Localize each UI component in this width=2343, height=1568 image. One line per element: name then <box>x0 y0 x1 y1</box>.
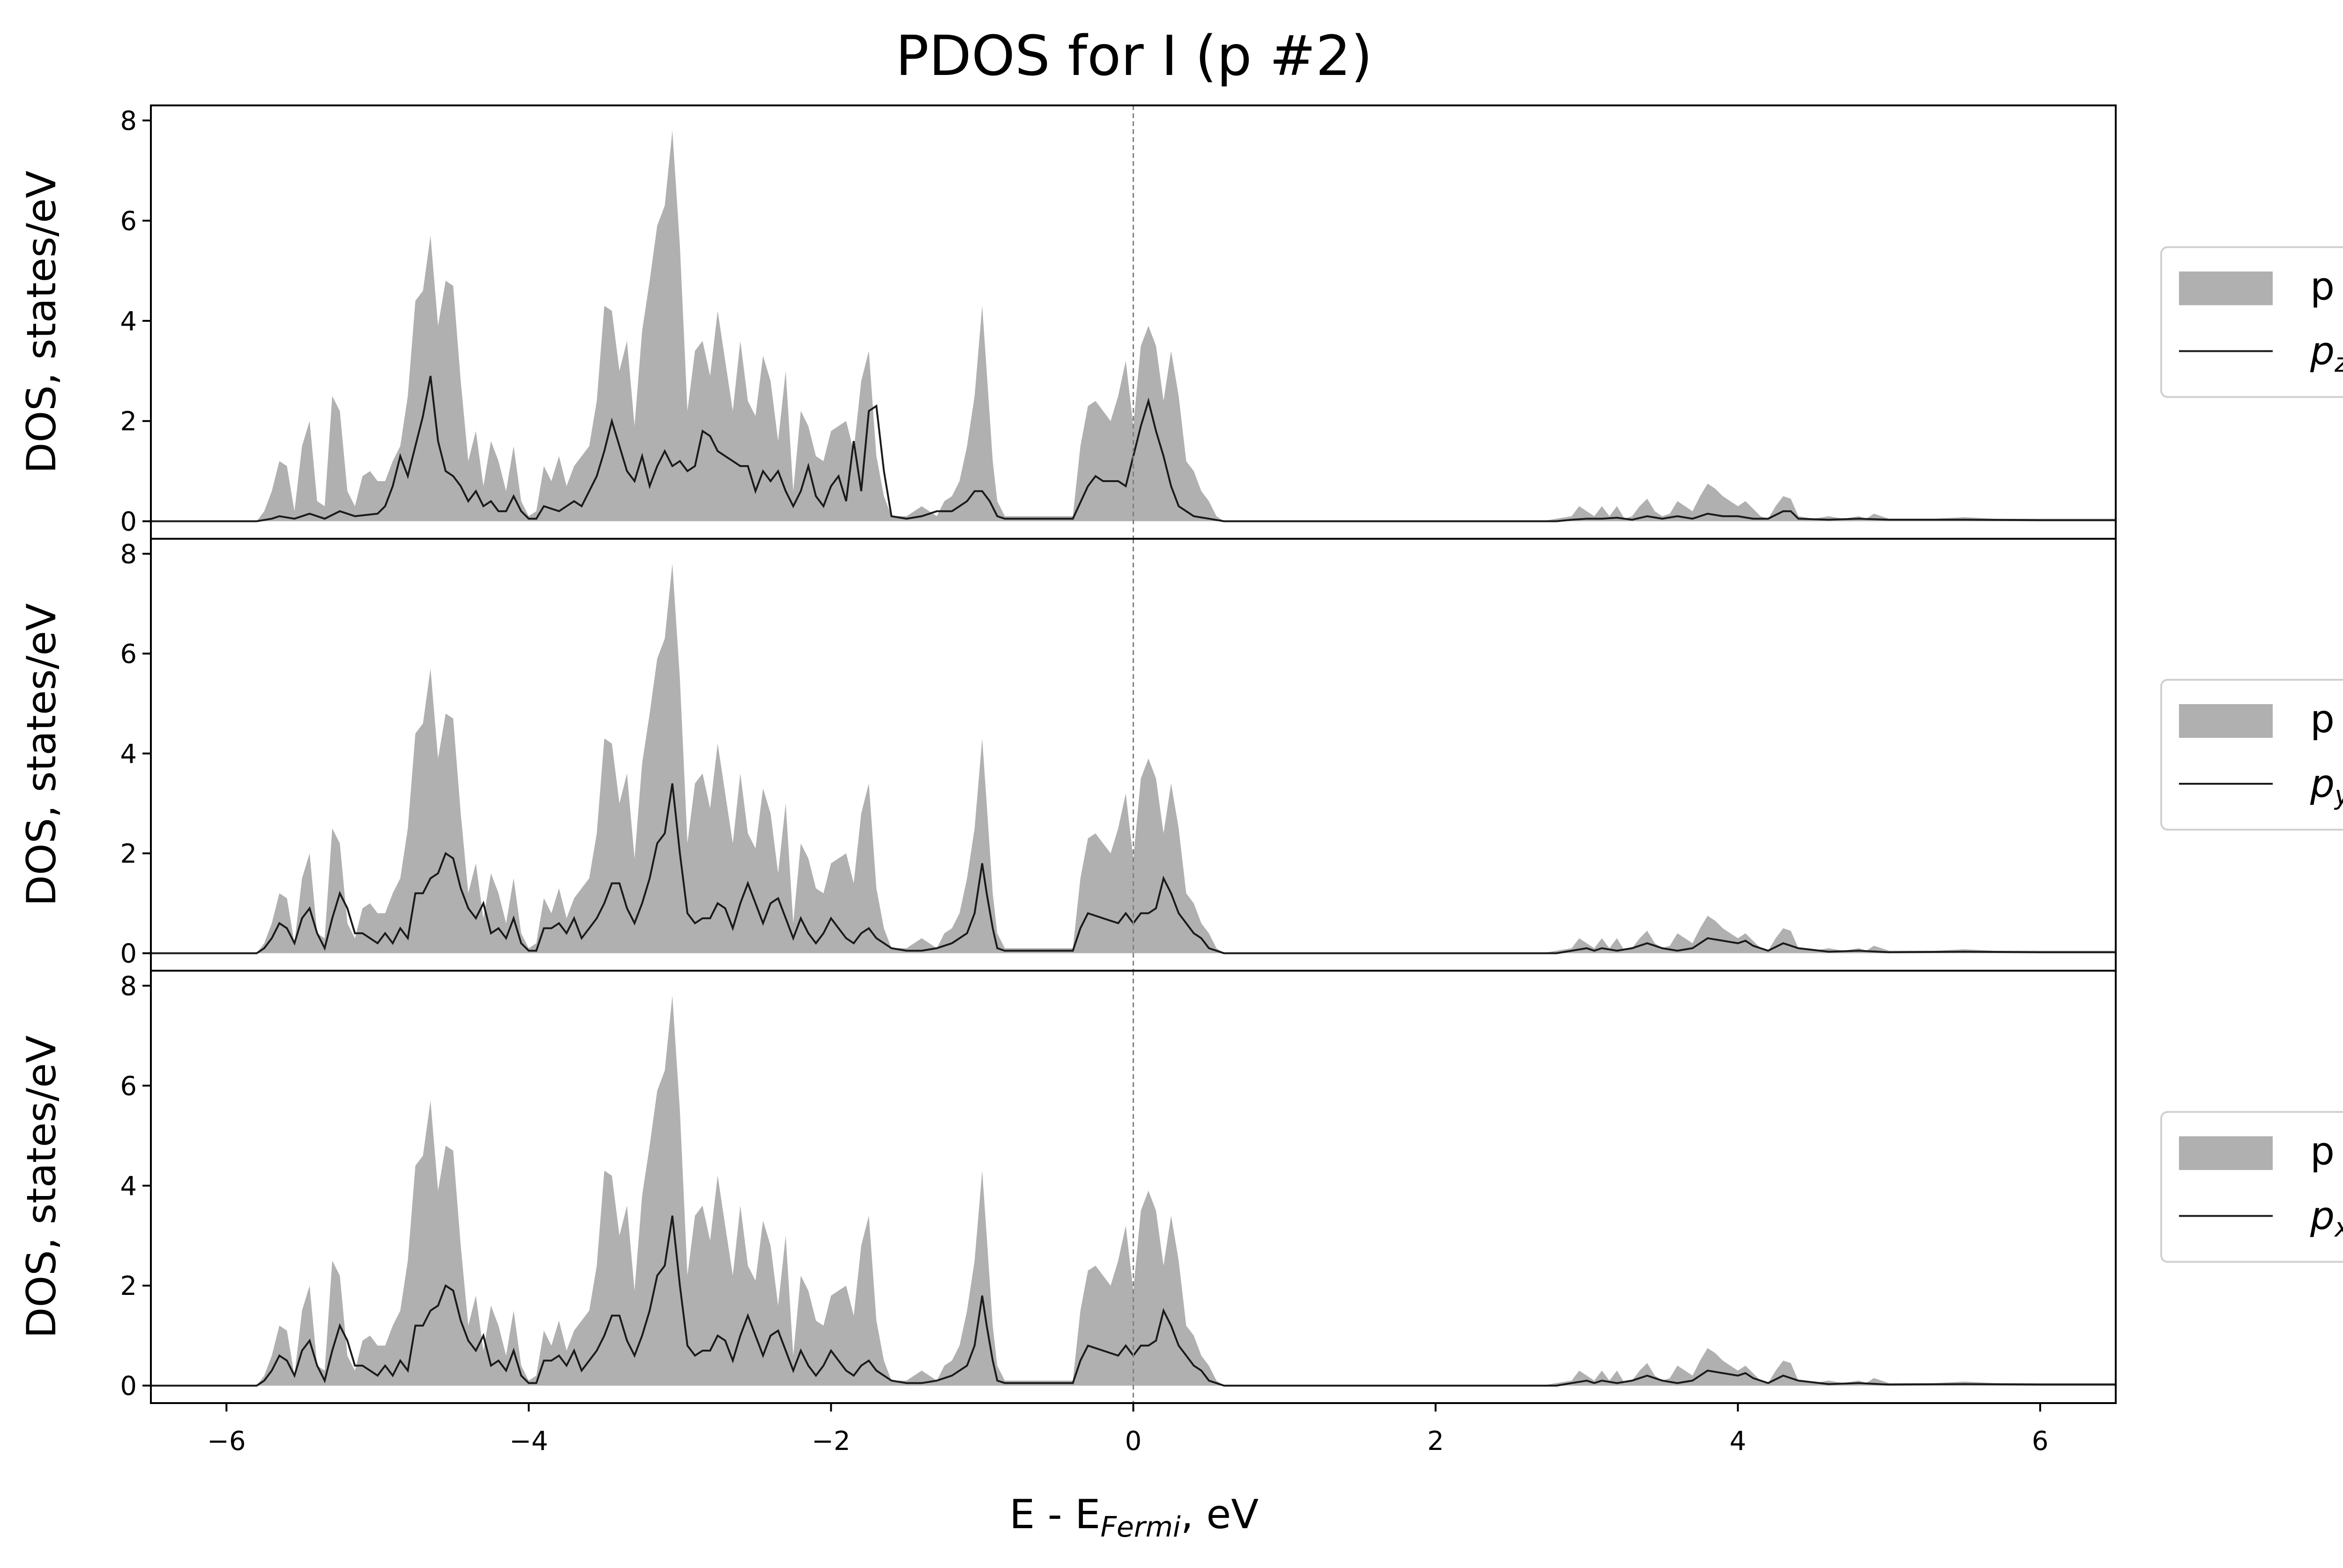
y-tick-label: 4 <box>120 1171 137 1202</box>
y-tick-label: 0 <box>120 1371 137 1402</box>
panels-group: 0 2 4 6 8 DOS, states/eV p p z 0 2 4 6 8 DOS, states/e… <box>18 104 2343 1404</box>
y-tick-label: 0 <box>120 939 137 969</box>
x-axis-label-suffix: , eV <box>1181 1491 1259 1538</box>
x-axis-label-subscript: Fermi <box>1100 1511 1181 1544</box>
x-tick-label: −2 <box>812 1426 851 1457</box>
y-tick-label: 6 <box>120 639 137 669</box>
y-tick-label: 0 <box>120 507 137 537</box>
pz-line <box>151 376 2116 522</box>
py-line <box>151 783 2116 954</box>
x-tick-label: 6 <box>2032 1426 2049 1457</box>
legend-panel-3: p px <box>2160 1111 2343 1263</box>
y-tick-label: 4 <box>120 739 137 769</box>
legend-fill-swatch <box>2179 704 2273 738</box>
y-axis-label: DOS, states/eV <box>18 1035 65 1338</box>
legend-line-subscript: y <box>2334 780 2343 811</box>
legend-line-subscript: z <box>2334 348 2343 379</box>
legend-line-label: px <box>2310 1194 2343 1243</box>
y-axis-label: DOS, states/eV <box>18 603 65 907</box>
legend-fill-swatch <box>2179 1136 2273 1170</box>
x-axis-label-main: E - E <box>1009 1491 1100 1538</box>
y-tick-label: 8 <box>120 539 137 570</box>
legend-line-subscript: x <box>2334 1213 2343 1243</box>
x-tick-label: −4 <box>509 1426 548 1457</box>
y-tick-label: 2 <box>120 1271 137 1301</box>
x-tick-label: −6 <box>207 1426 246 1457</box>
panel-3: 0 2 4 6 8 DOS, states/eV p px <box>18 970 2343 1404</box>
chart-title: PDOS for I (p #2) <box>895 23 1373 88</box>
px-line <box>151 1215 2116 1387</box>
y-tick-label: 6 <box>120 206 137 237</box>
y-tick-label: 2 <box>120 839 137 869</box>
y-tick-label: 8 <box>120 971 137 1002</box>
legend-panel-2: ppy <box>2160 679 2343 831</box>
x-axis: −6 −4 −2 0 2 4 6 <box>207 1403 2049 1457</box>
legend-fill-swatch <box>2179 271 2273 305</box>
legend-fill-label: p <box>2310 1130 2335 1174</box>
legend-panel-1: ppz <box>2160 246 2343 398</box>
x-tick-label: 4 <box>1730 1426 1746 1457</box>
y-tick-label: 6 <box>120 1071 137 1101</box>
legend-fill-label: p <box>2310 265 2335 309</box>
y-tick-label: 2 <box>120 407 137 437</box>
x-axis-label: E - EFermi, eV <box>1009 1491 1259 1544</box>
p-total-fill-area <box>151 996 2116 1386</box>
legend-fill-label: p <box>2310 697 2335 742</box>
p-total-fill-area <box>151 130 2116 521</box>
y-axis-label: DOS, states/eV <box>18 171 65 474</box>
y-tick-label: 8 <box>120 106 137 136</box>
y-tick-label: 4 <box>120 306 137 337</box>
x-tick-label: 2 <box>1427 1426 1444 1457</box>
x-tick-label: 0 <box>1125 1426 1142 1457</box>
p-total-fill-area <box>151 564 2116 953</box>
